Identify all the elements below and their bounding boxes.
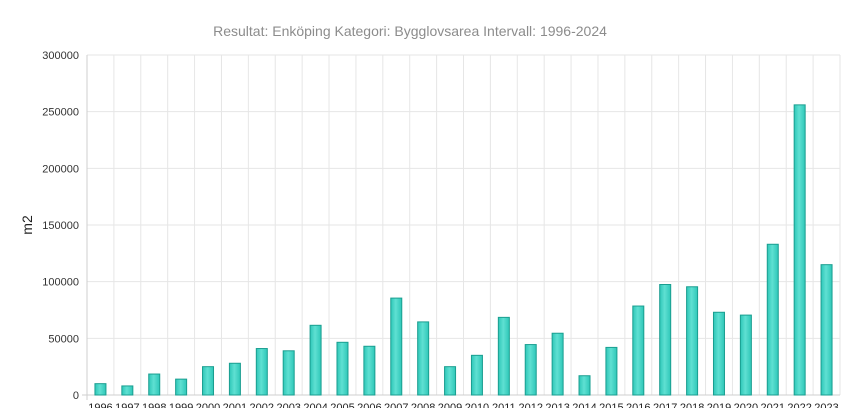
x-tick-label: 2006 [357,402,381,408]
x-tick-label: 2000 [196,402,220,408]
x-tick-label: 2007 [384,402,408,408]
bar-2011[interactable] [497,316,510,396]
bar-2008[interactable] [417,321,430,396]
bar-2017[interactable] [659,284,672,396]
bar-1996[interactable] [94,383,107,396]
x-tick-label: 2021 [761,402,785,408]
y-tick-label: 100000 [42,277,79,289]
x-tick-label: 2019 [707,402,731,408]
bar-1999[interactable] [175,378,188,396]
x-tick-label: 2004 [303,402,327,408]
bar-2023[interactable] [820,264,833,396]
bar-2000[interactable] [202,366,215,396]
y-tick-label: 0 [73,390,79,402]
y-tick-label: 300000 [42,50,79,62]
y-tick-label: 200000 [42,163,79,175]
x-tick-label: 2001 [223,402,247,408]
x-tick-label: 2005 [330,402,354,408]
bar-1997[interactable] [121,385,134,396]
x-tick-label: 1998 [142,402,166,408]
x-tick-label: 1997 [115,402,139,408]
x-tick-label: 2022 [787,402,811,408]
x-tick-label: 1999 [169,402,193,408]
bar-2003[interactable] [282,350,295,396]
bar-2016[interactable] [632,305,645,396]
bar-2020[interactable] [739,314,752,396]
bar-2007[interactable] [390,297,403,396]
bar-2005[interactable] [336,341,349,396]
y-axis-label: m2 [19,215,35,235]
x-tick-label: 2012 [518,402,542,408]
axes [82,55,840,400]
x-tick-label: 2020 [734,402,758,408]
bars [94,104,833,396]
y-tick-label: 150000 [42,220,79,232]
bar-2018[interactable] [686,286,699,396]
bar-2001[interactable] [228,362,241,396]
bar-2004[interactable] [309,324,322,396]
bar-2002[interactable] [255,348,268,396]
x-tick-label: 2015 [599,402,623,408]
bar-1998[interactable] [148,373,161,396]
bar-2019[interactable] [712,311,725,396]
x-tick-label: 1996 [88,402,112,408]
x-tick-label: 2016 [626,402,650,408]
x-tick-label: 2002 [250,402,274,408]
x-tick-label: 2008 [411,402,435,408]
bar-2022[interactable] [793,104,806,396]
x-tick-labels: 1996 1997 1998 1999 2000 2001 2002 2003 2004 2005… [88,402,839,408]
x-tick-label: 2011 [492,402,516,408]
y-tick-label: 250000 [42,107,79,119]
bar-2010[interactable] [470,354,483,396]
y-tick-labels: 0 50000 100000 150000 200000 250000 300000 [42,50,79,402]
bar-2015[interactable] [605,346,618,396]
x-tick-label: 2017 [653,402,677,408]
x-tick-label: 2014 [572,402,596,408]
x-tick-label: 2009 [438,402,462,408]
x-tick-label: 2010 [465,402,489,408]
chart-title: Resultat: Enköping Kategori: Bygglovsare… [213,23,607,39]
bar-2006[interactable] [363,345,376,396]
x-tick-label: 2013 [545,402,569,408]
y-tick-label: 50000 [48,333,79,345]
grid-lines [86,54,841,396]
x-tick-label: 2023 [814,402,838,408]
x-tick-label: 2003 [276,402,300,408]
x-tick-label: 2018 [680,402,704,408]
bar-2009[interactable] [444,366,457,396]
bar-2021[interactable] [766,243,779,396]
bar-2014[interactable] [578,375,591,396]
bar-2012[interactable] [524,344,537,396]
bar-2013[interactable] [551,332,564,396]
